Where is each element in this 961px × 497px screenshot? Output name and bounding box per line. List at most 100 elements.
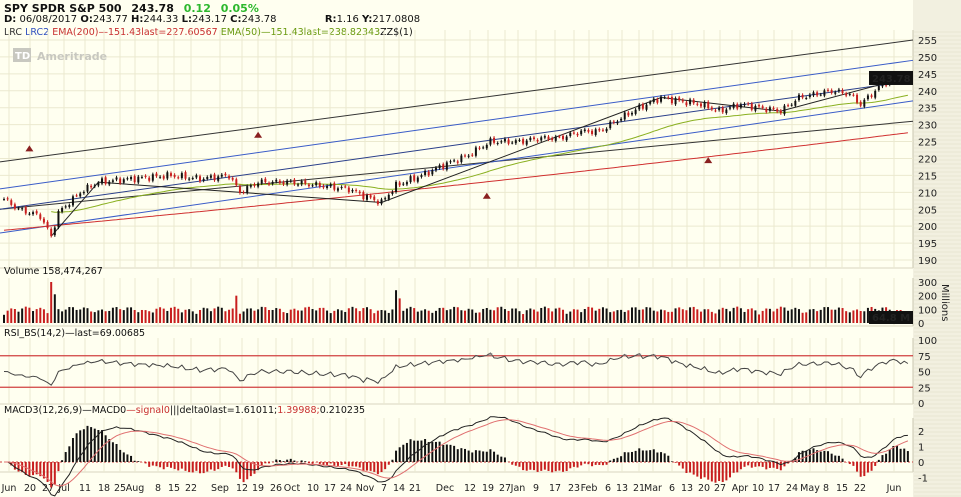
macd-histogram-bar [848, 462, 851, 465]
macd-histogram-bar [819, 451, 822, 462]
macd-histogram-bar [13, 462, 16, 470]
macd-histogram-bar [180, 462, 183, 469]
volume-bar [721, 307, 724, 323]
study-lrc2[interactable]: LRC2 [25, 27, 50, 38]
volume-bar [674, 308, 677, 323]
study-lrc[interactable]: LRC [4, 27, 23, 38]
candle-body [445, 162, 448, 170]
volume-bar [405, 308, 408, 323]
macd-histogram-bar [685, 462, 688, 474]
macd-delta-label: delta0 [179, 405, 210, 416]
zigzag-line [50, 76, 908, 237]
macd-histogram-bar [467, 450, 470, 462]
volume-bar [253, 310, 256, 323]
x-tick-label: Nov [356, 483, 375, 494]
x-tick-label: 20 [24, 483, 36, 494]
macd-histogram-bar [148, 462, 151, 467]
volume-bar [689, 307, 692, 323]
candle-body [373, 196, 376, 200]
macd-histogram-bar [576, 462, 579, 468]
volume-bar [554, 308, 557, 323]
candle-body [576, 133, 579, 136]
volume-bar [591, 307, 594, 323]
volume-bar [366, 307, 368, 323]
volume-bar [213, 308, 216, 323]
volume-bar [489, 309, 492, 323]
macd-histogram-bar [144, 462, 147, 464]
macd-histogram-bar [82, 429, 85, 462]
macd-histogram-bar [376, 462, 379, 475]
volume-bar [779, 306, 782, 323]
candle-body [130, 176, 133, 180]
x-tick-label: 21 [409, 483, 421, 494]
macd-histogram-bar [224, 462, 227, 466]
macd-histogram-bar [634, 450, 637, 462]
volume-bar [670, 311, 673, 323]
macd-histogram-bar [536, 462, 539, 472]
volume-bar [228, 309, 231, 323]
volume-bar [336, 309, 339, 323]
signal-marker-icon [704, 157, 713, 164]
study-ema200[interactable]: EMA(200) [52, 27, 99, 38]
candle-body [126, 178, 129, 180]
candle-body [645, 104, 648, 110]
macd-histogram-bar [761, 462, 764, 467]
candle-body [496, 143, 499, 145]
macd-histogram-bar [841, 458, 844, 462]
macd-histogram-bar [554, 462, 557, 472]
macd-histogram-bar [442, 445, 445, 462]
macd-histogram-bar [434, 441, 437, 462]
macd-histogram-bar [852, 462, 855, 466]
price-tick-label: 245 [918, 70, 937, 81]
volume-bar [307, 306, 310, 323]
candle-body [228, 176, 231, 179]
lrc2-lower-line [0, 100, 914, 234]
price-tick-label: 225 [918, 138, 937, 149]
candle-body [812, 92, 815, 96]
candle-body [46, 221, 49, 228]
candle-body [518, 139, 521, 141]
volume-bar [271, 309, 274, 323]
macd-histogram-bar [184, 462, 187, 471]
rsi-tick-label: 100 [918, 336, 937, 347]
study-ema50[interactable]: EMA(50) [220, 27, 261, 38]
volume-bar [841, 308, 844, 323]
macd-histogram-bar [787, 462, 790, 464]
volume-bar [609, 312, 612, 323]
volume-bar [395, 290, 398, 323]
x-tick-label: Jan [510, 483, 526, 494]
macd-histogram-bar [522, 462, 525, 471]
volume-bar [199, 310, 202, 323]
macd-histogram-bar [729, 462, 731, 478]
price-tick-label: 240 [918, 87, 937, 98]
study-zigzag[interactable]: ZZ$(1) [380, 27, 413, 38]
candle-body [703, 102, 706, 108]
x-tick-label: 12 [236, 483, 248, 494]
macd-histogram-bar [304, 461, 307, 462]
macd-histogram-bar [242, 462, 245, 483]
candle-body [438, 165, 441, 169]
date-label: D: [4, 14, 17, 25]
macd-histogram-bar [587, 462, 590, 465]
price-tick-label: 250 [918, 53, 937, 64]
candle-body [678, 97, 681, 101]
macd-histogram-bar [812, 448, 815, 462]
volume-bar [511, 308, 514, 323]
volume-bar [587, 306, 590, 323]
volume-bar [572, 309, 575, 323]
volume-bar [656, 311, 659, 323]
macd-histogram-bar [703, 462, 706, 478]
macd-histogram-bar [529, 462, 532, 470]
volume-bar [627, 310, 630, 323]
macd-histogram-bar [431, 442, 434, 462]
macd-last-signal: 1.39988; [277, 405, 320, 416]
candle-body [725, 109, 728, 114]
volume-bar [358, 311, 361, 323]
candle-body [238, 186, 241, 193]
volume-bar [456, 307, 459, 323]
volume-bar [148, 311, 151, 323]
macd-line [4, 416, 908, 497]
macd-last-delta: 0.210235 [319, 405, 366, 416]
candle-body [859, 101, 862, 106]
